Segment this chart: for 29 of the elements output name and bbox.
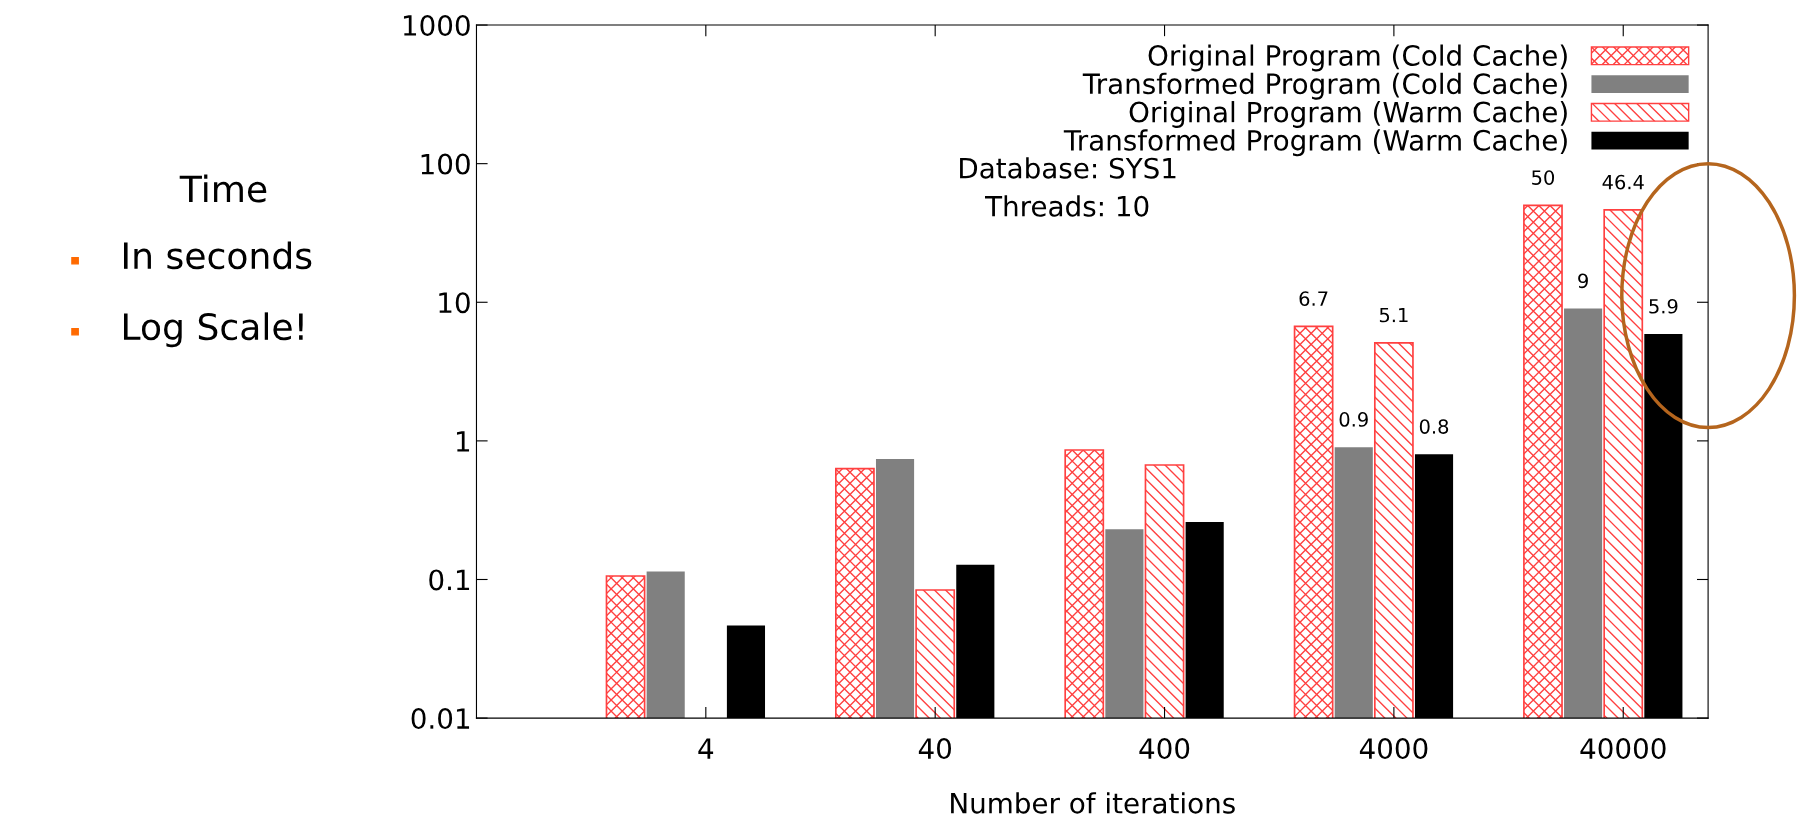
x-tick-label: 400 xyxy=(1139,738,1190,760)
data-label: 46.4 xyxy=(1602,174,1644,190)
legend-label: Transformed Program (Cold Cache) xyxy=(1082,72,1567,100)
y-tick-label: 100 xyxy=(421,153,470,175)
data-label: 9 xyxy=(1578,273,1588,289)
text: In seconds xyxy=(124,241,312,270)
legend-label: Original Program (Warm Cache) xyxy=(1129,101,1567,128)
x-tick-label: 4 xyxy=(698,738,714,759)
legend-label: Transformed Program (Warm Cache) xyxy=(1063,129,1567,157)
data-label: 5.9 xyxy=(1649,298,1678,314)
text: Log Scale! xyxy=(124,312,303,348)
annotation: Threads: 10 xyxy=(985,195,1149,217)
data-label: 0.9 xyxy=(1339,412,1368,427)
legend-label: Original Program (Cold Cache) xyxy=(1148,44,1567,72)
data-label: 5.1 xyxy=(1379,307,1408,323)
y-tick-label: 1 xyxy=(456,431,470,452)
y-tick-label: 0.01 xyxy=(411,708,470,730)
y-tick-label: 10 xyxy=(439,292,470,314)
text: Time xyxy=(179,174,267,203)
data-label: 50 xyxy=(1532,170,1555,185)
annotation: Database: SYS1 xyxy=(960,157,1176,179)
data-label: 6.7 xyxy=(1299,291,1328,306)
x-tick-label: 40 xyxy=(918,738,952,760)
y-tick-label: 0.1 xyxy=(429,569,470,591)
x-tick-label: 4000 xyxy=(1359,738,1428,760)
y-tick-label: 1000 xyxy=(403,14,470,36)
x-tick-label: 40000 xyxy=(1580,738,1666,760)
x-axis-title: Number of iterations xyxy=(951,792,1235,814)
data-label: 0.8 xyxy=(1419,419,1449,434)
